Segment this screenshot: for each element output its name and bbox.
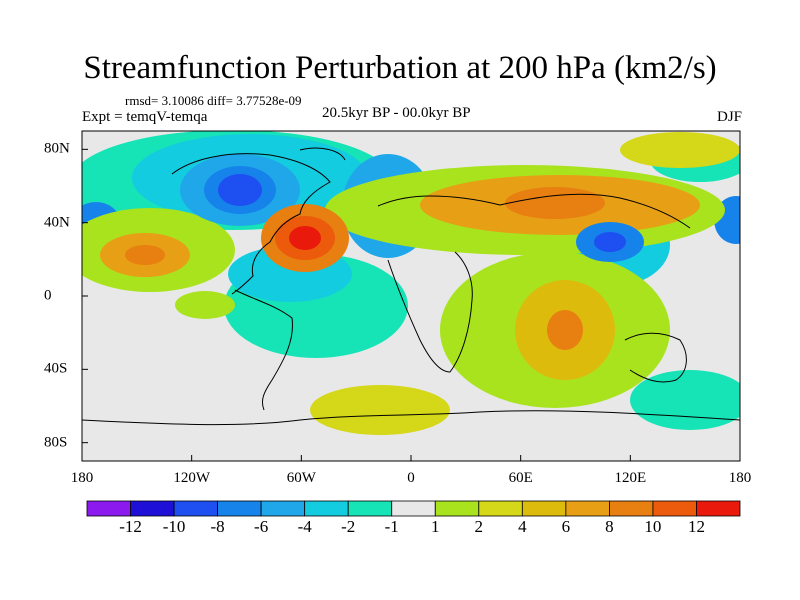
- colorbar-swatch: [696, 500, 741, 517]
- colorbar-label: 2: [474, 517, 484, 536]
- lon-tick-label: 60E: [508, 470, 533, 486]
- coastline-north-america: [171, 153, 331, 295]
- colorbar-swatch: [304, 500, 349, 517]
- season-label: DJF: [716, 109, 742, 125]
- lon-tick-label: 180: [70, 470, 94, 486]
- lon-tick-label: 120W: [173, 470, 210, 486]
- colorbar-swatch: [478, 500, 523, 517]
- colorbar-label: -4: [297, 517, 312, 536]
- colorbar-label: 10: [644, 517, 662, 536]
- lon-tick-label: 180: [728, 470, 752, 486]
- coastline-antarctica: [82, 410, 740, 426]
- colorbar: [86, 500, 741, 517]
- colorbar-swatch: [260, 500, 306, 517]
- colorbar-label: 8: [605, 517, 614, 536]
- lat-tick-label: 40S: [44, 360, 68, 377]
- lat-tick-label: 80S: [44, 434, 68, 451]
- lon-tick-label: 0: [407, 470, 415, 486]
- coastline-africa: [387, 251, 473, 373]
- lon-tick-label: 120E: [614, 470, 647, 486]
- contour-fields: [82, 131, 740, 435]
- contour-region: [547, 310, 583, 350]
- colorbar-swatch: [217, 500, 262, 517]
- contour-region: [218, 174, 262, 206]
- contour-region: [125, 245, 165, 265]
- colorbar-swatch: [609, 500, 654, 517]
- contour-region: [505, 187, 605, 219]
- colorbar-swatch: [434, 500, 480, 517]
- lat-tick-label: 80N: [44, 140, 70, 157]
- colorbar-label: -12: [119, 517, 142, 536]
- lon-tick-label: 60W: [286, 470, 316, 486]
- contour-region: [594, 232, 626, 252]
- colorbar-label: -2: [341, 517, 356, 536]
- coastline-greenland: [299, 147, 346, 161]
- colorbar-swatch: [173, 500, 218, 517]
- colorbar-label: -1: [384, 517, 399, 536]
- colorbar-label: -6: [254, 517, 269, 536]
- colorbar-label: 1: [431, 517, 440, 536]
- colorbar-label: -8: [210, 517, 225, 536]
- contour-region: [289, 226, 321, 250]
- coastlines: [82, 147, 740, 426]
- colorbar-label: 4: [518, 517, 527, 536]
- colorbar-swatch: [391, 500, 436, 517]
- contour-region: [310, 385, 450, 435]
- coastline-eurasia: [377, 193, 691, 229]
- colorbar-swatch: [86, 500, 131, 517]
- colorbar-label: 12: [687, 517, 705, 536]
- lat-tick-label: 40N: [44, 214, 70, 231]
- colorbar-label: 6: [561, 517, 571, 536]
- plot-title: Streamfunction Perturbation at 200 hPa (…: [83, 50, 717, 86]
- lat-tick-label: 0: [44, 287, 52, 304]
- experiment-label: Expt = temqV-temqa: [82, 109, 208, 125]
- contour-region: [175, 291, 235, 319]
- colorbar-swatch: [565, 500, 610, 517]
- colorbar-swatch: [652, 500, 697, 517]
- colorbar-label: -10: [162, 517, 186, 536]
- axis-ticks: [81, 148, 741, 461]
- stats-text: rmsd= 3.10086 diff= 3.77528e-09: [125, 93, 302, 108]
- colorbar-swatch: [130, 500, 175, 517]
- contour-region: [620, 132, 740, 168]
- colorbar-swatch: [347, 500, 393, 517]
- coastline-australia: [624, 332, 687, 383]
- coastline-south-america: [234, 289, 293, 411]
- period-label: 20.5kyr BP - 00.0kyr BP: [322, 105, 471, 121]
- colorbar-swatch: [521, 500, 567, 517]
